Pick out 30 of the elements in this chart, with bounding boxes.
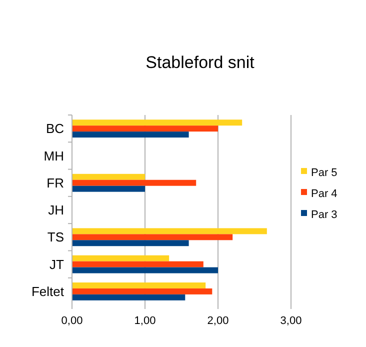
bar xyxy=(72,174,145,180)
bar xyxy=(72,261,204,268)
legend-label: Par 3 xyxy=(311,208,338,221)
y-tick-label: JH xyxy=(48,202,64,218)
bar xyxy=(72,126,218,132)
bar xyxy=(72,234,233,240)
x-tick-label: 0,00 xyxy=(61,315,83,327)
y-tick-label: BC xyxy=(46,121,64,136)
y-tick-label: FR xyxy=(46,175,64,190)
y-tick-label: JT xyxy=(50,256,64,272)
bar xyxy=(72,282,206,288)
bar xyxy=(72,132,189,138)
bar xyxy=(72,120,242,126)
legend-label: Par 5 xyxy=(311,166,338,179)
x-tick-label: 3,00 xyxy=(280,315,302,327)
bar xyxy=(72,255,170,262)
chart-title: Stableford snit xyxy=(146,53,255,72)
x-tick-label: 2,00 xyxy=(207,315,229,327)
bar xyxy=(72,186,145,192)
y-tick-label: Feltet xyxy=(31,284,64,299)
bar xyxy=(72,240,189,246)
bar xyxy=(72,180,196,186)
bar xyxy=(72,288,212,294)
bar xyxy=(72,294,186,300)
legend-label: Par 4 xyxy=(311,188,338,200)
x-tick-label: 1,00 xyxy=(134,315,156,327)
bar xyxy=(72,228,267,234)
bar xyxy=(72,267,218,274)
y-tick-label: MH xyxy=(44,148,64,164)
y-tick-label: TS xyxy=(47,230,64,245)
